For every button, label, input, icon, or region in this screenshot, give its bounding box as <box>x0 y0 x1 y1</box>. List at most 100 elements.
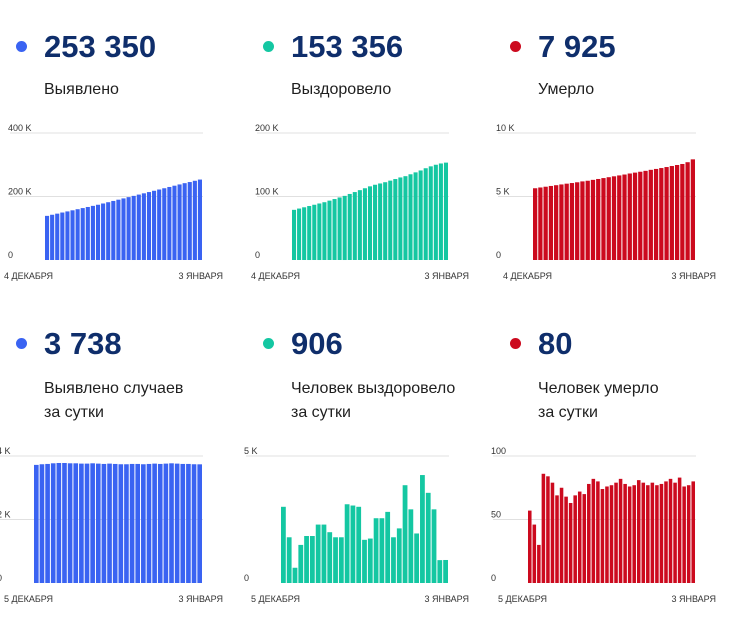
bar <box>423 168 428 260</box>
bar <box>367 538 373 583</box>
bar <box>587 483 591 583</box>
bar <box>590 179 596 260</box>
x-tick-label: 3 ЯНВАРЯ <box>178 594 223 604</box>
bar <box>309 536 315 583</box>
stat-label-line: за сутки <box>44 404 104 421</box>
bar <box>180 463 186 583</box>
bar <box>106 202 111 260</box>
bar <box>356 506 362 583</box>
bar <box>622 174 627 260</box>
bar <box>438 163 443 260</box>
x-tick-label: 3 ЯНВАРЯ <box>671 594 716 604</box>
stat-label: Выявлено случаев за сутки <box>44 377 183 425</box>
bar <box>373 184 378 260</box>
bar <box>304 536 309 583</box>
bar <box>596 178 601 260</box>
bar <box>45 463 50 583</box>
bar <box>398 177 403 260</box>
bar <box>383 182 388 260</box>
stat-number: 906 <box>291 326 343 361</box>
bar <box>60 212 65 260</box>
x-tick-label: 3 ЯНВАРЯ <box>424 594 469 604</box>
bar <box>580 181 585 260</box>
bar <box>543 186 548 260</box>
bar <box>443 162 448 260</box>
bar <box>141 464 146 583</box>
stat-label-line: Выявлено <box>44 81 119 98</box>
bar <box>564 183 569 260</box>
bar <box>317 203 322 261</box>
bar <box>344 504 350 583</box>
stat-header: 80 <box>510 327 735 361</box>
bar <box>55 213 60 260</box>
bar <box>659 168 664 260</box>
stat-number: 253 350 <box>44 29 157 64</box>
bar <box>685 162 690 260</box>
bar <box>352 192 357 260</box>
bar <box>601 178 606 260</box>
y-tick-label: 5 K <box>244 446 258 456</box>
bar <box>302 207 307 260</box>
bar <box>653 168 659 260</box>
bar <box>39 464 45 583</box>
bar <box>668 478 673 583</box>
bar <box>162 188 167 260</box>
bar <box>664 481 668 583</box>
bar <box>641 482 646 583</box>
bar <box>163 463 169 583</box>
bar <box>385 511 391 583</box>
y-tick-label: 0 <box>244 573 249 583</box>
blue-dot-icon <box>16 338 27 349</box>
bar <box>537 544 541 583</box>
bar <box>559 487 564 583</box>
bar <box>362 539 367 583</box>
bar <box>95 463 101 583</box>
bar <box>135 463 141 583</box>
bar <box>131 195 136 261</box>
bar <box>129 463 135 583</box>
bar <box>95 204 101 260</box>
x-tick-label: 5 ДЕКАБРЯ <box>251 594 300 604</box>
bar <box>391 537 396 583</box>
stat-number: 3 738 <box>44 326 122 361</box>
stat-label: Человек выздоровело за сутки <box>291 377 455 425</box>
bar <box>373 518 379 583</box>
bar <box>84 463 90 583</box>
teal-dot-icon <box>263 338 274 349</box>
bar <box>367 186 373 260</box>
bar <box>414 533 420 583</box>
bar <box>408 509 414 583</box>
blue-dot-icon <box>16 41 27 52</box>
x-tick-label: 3 ЯНВАРЯ <box>671 271 716 281</box>
stat-label-line: Выявлено случаев <box>44 380 184 397</box>
bar <box>546 476 550 583</box>
bar <box>418 170 423 260</box>
bar <box>431 509 437 583</box>
bar <box>333 537 338 583</box>
bar <box>292 567 298 583</box>
bar <box>197 464 202 583</box>
bar <box>152 190 157 260</box>
bar <box>315 524 321 583</box>
bar <box>177 184 182 260</box>
y-tick-label: 200 K <box>255 123 279 133</box>
bar <box>362 188 367 260</box>
bar <box>378 183 383 260</box>
bar <box>379 518 385 583</box>
bar <box>691 481 695 583</box>
bar <box>648 169 653 260</box>
bar <box>575 182 580 260</box>
bar <box>357 190 362 260</box>
panel-detected-total: 253 350 Выявлено <box>0 0 240 300</box>
bar <box>413 172 418 260</box>
y-tick-label: 2 K <box>0 510 11 520</box>
stat-label-line: Умерло <box>538 81 595 98</box>
bar <box>281 506 286 583</box>
bar <box>101 463 107 583</box>
x-tick-label: 5 ДЕКАБРЯ <box>498 594 547 604</box>
bar <box>90 205 95 260</box>
stat-label-line: Человек выздоровело <box>291 380 456 397</box>
panel-died-daily: 80 Человек умерло за сутки <box>494 0 734 619</box>
